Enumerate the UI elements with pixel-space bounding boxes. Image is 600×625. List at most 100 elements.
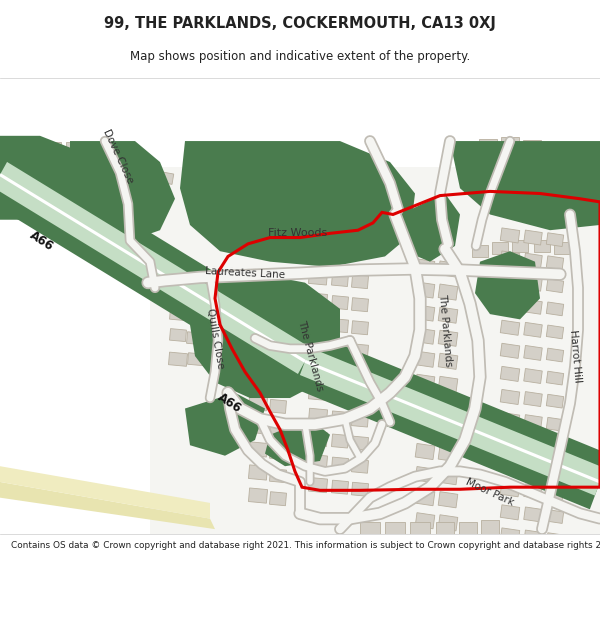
Bar (500, 389, 520, 404)
Bar (260, 150, 280, 164)
Bar (500, 482, 520, 497)
Bar (547, 418, 563, 431)
Bar (524, 507, 542, 522)
Bar (524, 414, 542, 429)
Bar (481, 163, 499, 176)
Bar (455, 142, 475, 156)
Bar (500, 436, 520, 451)
Bar (248, 303, 268, 319)
Bar (500, 320, 520, 335)
Bar (523, 140, 541, 152)
Bar (308, 293, 328, 308)
Bar (524, 369, 542, 384)
Polygon shape (150, 168, 600, 592)
Bar (269, 469, 286, 482)
Bar (524, 276, 542, 291)
Bar (187, 332, 203, 345)
Text: Contains OS data © Crown copyright and database right 2021. This information is : Contains OS data © Crown copyright and d… (11, 541, 600, 550)
Bar (332, 342, 349, 356)
Bar (438, 422, 458, 439)
Bar (187, 287, 203, 299)
Bar (269, 376, 286, 391)
Bar (308, 270, 328, 285)
Bar (352, 274, 368, 289)
Bar (438, 399, 458, 416)
Bar (156, 171, 174, 184)
Bar (44, 176, 60, 186)
Bar (547, 279, 563, 292)
Polygon shape (0, 173, 306, 362)
Text: Fitz Woods: Fitz Woods (268, 228, 328, 238)
Text: Laureates Lane: Laureates Lane (205, 266, 285, 280)
Bar (269, 307, 286, 321)
Bar (500, 343, 520, 358)
Bar (360, 522, 380, 536)
Bar (66, 142, 84, 153)
Bar (438, 376, 458, 392)
Bar (352, 390, 368, 404)
Bar (248, 442, 268, 457)
Bar (527, 164, 543, 176)
Bar (308, 431, 328, 446)
Bar (332, 296, 349, 309)
Bar (284, 171, 306, 185)
Bar (415, 305, 435, 321)
Bar (534, 240, 550, 252)
Text: Quills Close: Quills Close (205, 308, 225, 369)
Bar (415, 489, 435, 506)
Bar (472, 246, 488, 257)
Bar (248, 396, 268, 411)
Bar (248, 488, 268, 503)
Bar (352, 344, 368, 358)
Bar (367, 209, 383, 220)
Bar (332, 365, 349, 379)
Bar (332, 457, 349, 471)
Bar (269, 399, 286, 413)
Bar (438, 284, 458, 300)
Bar (67, 176, 83, 186)
Bar (352, 367, 368, 381)
Bar (438, 492, 458, 508)
Bar (332, 480, 349, 494)
Bar (43, 142, 61, 153)
Bar (92, 166, 108, 179)
Bar (524, 322, 542, 338)
Bar (410, 522, 430, 536)
Bar (308, 478, 328, 492)
Bar (110, 157, 126, 171)
Bar (438, 353, 458, 369)
Bar (524, 461, 542, 476)
Bar (547, 487, 563, 501)
Bar (547, 464, 563, 478)
Bar (547, 232, 563, 246)
Bar (248, 349, 268, 365)
Bar (415, 466, 435, 482)
Bar (524, 392, 542, 406)
Bar (269, 353, 286, 367)
Bar (170, 308, 187, 321)
Bar (332, 272, 349, 286)
Bar (138, 176, 158, 191)
Bar (308, 408, 328, 424)
Bar (547, 371, 563, 385)
Bar (310, 164, 330, 177)
Bar (415, 351, 435, 368)
Bar (524, 484, 542, 499)
Polygon shape (304, 360, 600, 483)
Bar (332, 388, 349, 402)
Bar (352, 459, 368, 473)
Bar (438, 330, 458, 346)
Bar (415, 421, 435, 436)
Bar (415, 398, 435, 413)
Bar (188, 352, 205, 366)
Bar (187, 308, 203, 321)
Text: A66: A66 (216, 391, 244, 416)
Bar (524, 230, 542, 245)
Bar (547, 532, 563, 546)
Bar (269, 446, 286, 459)
Bar (500, 274, 520, 289)
Bar (547, 441, 563, 454)
Bar (308, 385, 328, 401)
Bar (346, 203, 364, 216)
Bar (270, 198, 290, 210)
